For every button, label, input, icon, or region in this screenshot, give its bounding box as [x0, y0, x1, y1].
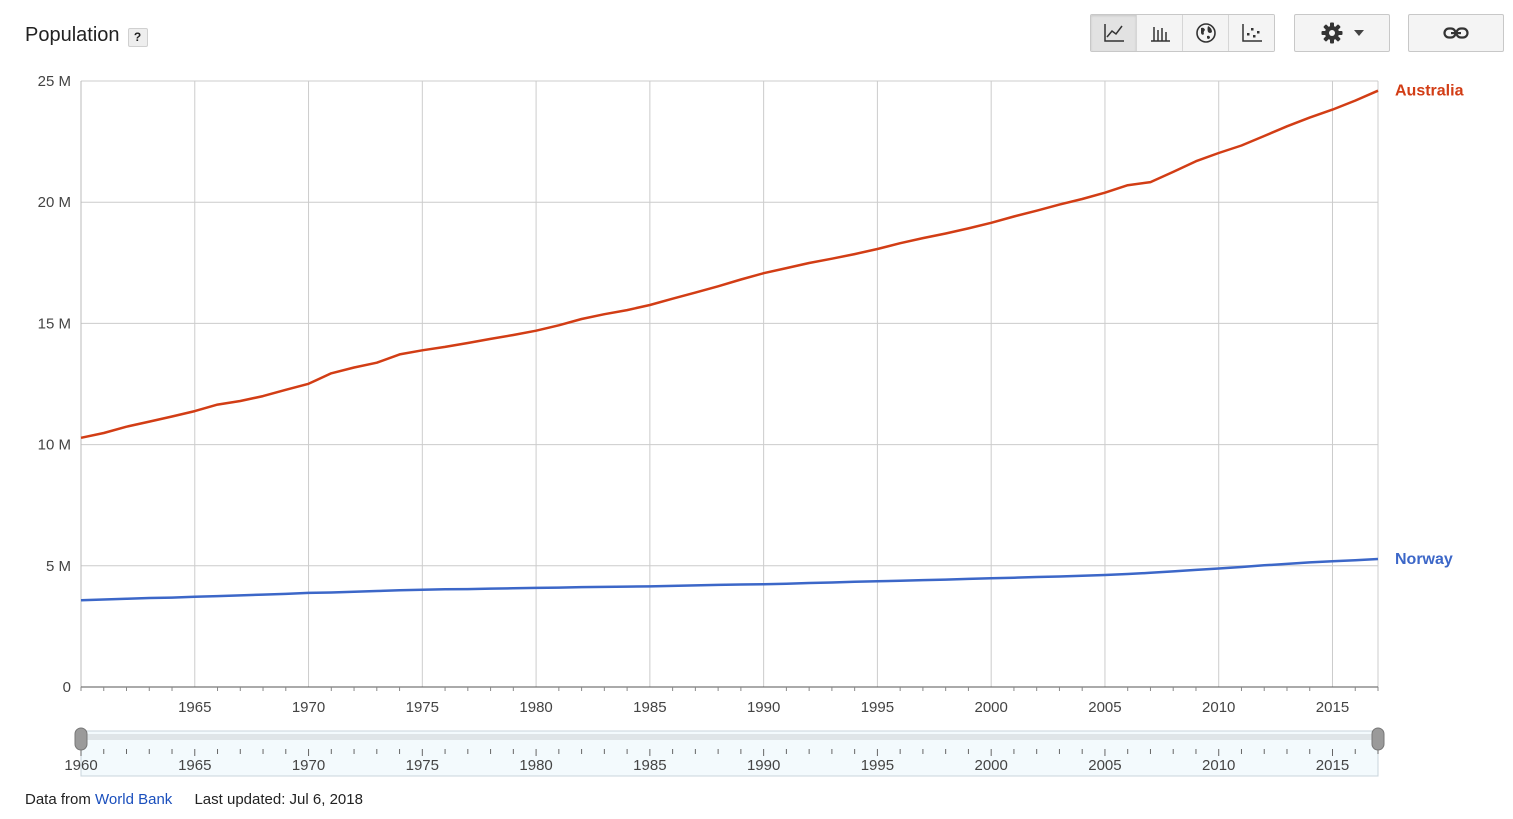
legend-label-norway: Norway [1395, 551, 1453, 568]
slider-year-label: 2005 [1088, 757, 1121, 774]
x-tick-label: 2005 [1088, 699, 1121, 716]
series-line-australia [80, 89, 1379, 440]
x-tick-label: 1970 [292, 699, 325, 716]
dropdown-arrow-icon [1354, 30, 1364, 36]
slider-year-label: 2000 [974, 757, 1007, 774]
year-range-slider[interactable]: 1960 1965 1970 1975 1980 1985 1990 1995 2000 2005… [64, 727, 1385, 777]
last-updated-text: Last updated: Jul 6, 2018 [194, 791, 363, 808]
slider-year-label: 1970 [292, 757, 325, 774]
gear-icon [1321, 22, 1343, 44]
slider-year-label: 1985 [633, 757, 666, 774]
y-tick-label: 15 M [38, 315, 71, 332]
x-tick-label: 2000 [974, 699, 1007, 716]
slider-selected-band [81, 734, 1378, 740]
x-tick-label: 1965 [178, 699, 211, 716]
x-tick-label: 1980 [519, 699, 552, 716]
link-icon [1443, 27, 1469, 39]
slider-year-label: 2010 [1202, 757, 1235, 774]
x-tick-label: 2010 [1202, 699, 1235, 716]
legend-label-australia: Australia [1395, 83, 1464, 100]
y-tick-label: 5 M [46, 558, 71, 575]
slider-year-label: 2015 [1316, 757, 1349, 774]
y-tick-label: 25 M [38, 73, 71, 90]
x-tick-label: 2015 [1316, 699, 1349, 716]
slider-year-label: 1980 [519, 757, 552, 774]
series-line-norway [80, 557, 1379, 602]
world-bank-link[interactable]: World Bank [95, 791, 173, 808]
grid-lines [81, 80, 1378, 687]
help-button[interactable]: ? [127, 28, 148, 47]
x-tick-label: 1985 [633, 699, 666, 716]
share-link-button[interactable] [1408, 14, 1504, 52]
scatter-plot-button[interactable] [1229, 15, 1274, 51]
slider-start-handle[interactable] [74, 727, 88, 751]
data-source-prefix: Data from [25, 791, 91, 808]
scatter-plot-icon [1241, 24, 1262, 42]
line-chart-button[interactable] [1091, 15, 1137, 51]
slider-year-label: 1990 [747, 757, 780, 774]
slider-year-label: 1965 [178, 757, 211, 774]
globe-map-icon [1195, 23, 1216, 43]
bar-chart-button[interactable] [1137, 15, 1183, 51]
legend: Australia Norway [1395, 83, 1464, 568]
map-view-button[interactable] [1183, 15, 1229, 51]
x-tick-label: 1995 [861, 699, 894, 716]
chart-footer: Data from World Bank Last updated: Jul 6… [25, 791, 363, 808]
y-tick-label: 10 M [38, 437, 71, 454]
x-tick-label: 1990 [747, 699, 780, 716]
settings-dropdown-button[interactable] [1294, 14, 1390, 52]
population-line-chart: 0 5 M 10 M 15 M 20 M 25 M 1965 1970 1975 1980 1985… [38, 73, 1464, 777]
chart-title: Population [25, 24, 120, 46]
line-chart-icon [1103, 24, 1124, 42]
y-tick-label: 20 M [38, 194, 71, 211]
bar-chart-icon [1150, 27, 1170, 42]
series-lines [80, 89, 1379, 602]
slider-year-label: 1995 [861, 757, 894, 774]
slider-start-year-label: 1960 [64, 757, 97, 774]
chart-type-toolbar [1090, 14, 1275, 52]
x-tick-label: 1975 [406, 699, 439, 716]
axes: 0 5 M 10 M 15 M 20 M 25 M 1965 1970 1975 1980 1985… [38, 73, 1379, 716]
slider-end-handle[interactable] [1371, 727, 1385, 751]
y-tick-label: 0 [63, 679, 71, 696]
chart-header: Population ? [25, 24, 148, 47]
slider-year-label: 1975 [406, 757, 439, 774]
